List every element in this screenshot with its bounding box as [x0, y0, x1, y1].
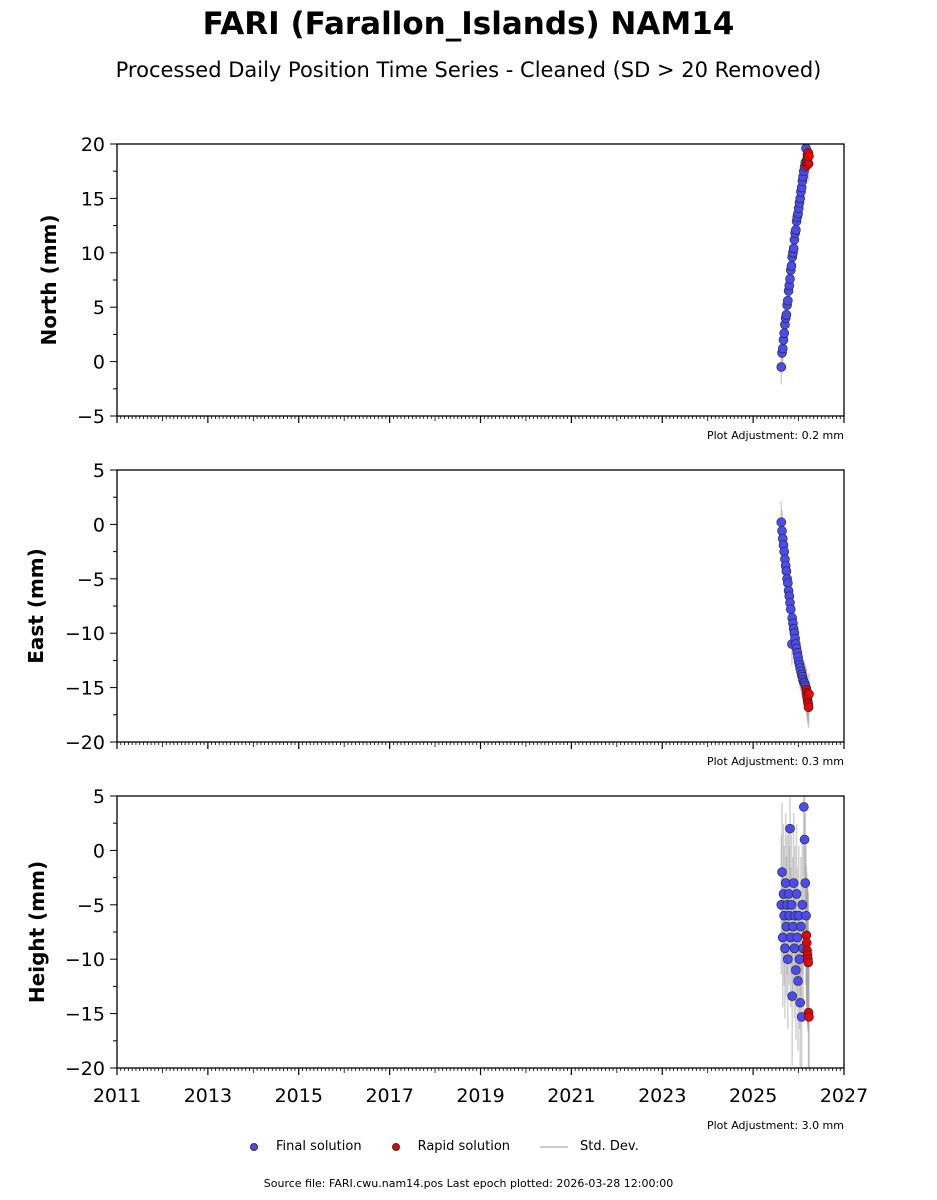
- east-adjustment: Plot Adjustment: 0.3 mm: [706, 755, 844, 768]
- y-tick-label: 0: [93, 352, 105, 374]
- rapid-point: [803, 957, 813, 968]
- y-tick-label: 0: [93, 840, 105, 862]
- x-tick-label: 2013: [184, 1085, 232, 1107]
- x-tick-label: 2019: [456, 1085, 504, 1107]
- rapid-point: [804, 689, 814, 699]
- x-tick-label: 2025: [729, 1085, 777, 1107]
- y-tick-label: 20: [81, 134, 105, 156]
- y-tick-label: 5: [93, 786, 105, 808]
- y-tick-label: −15: [65, 1004, 105, 1026]
- rapid-point: [804, 1012, 814, 1022]
- final-point: [777, 867, 787, 877]
- final-point: [785, 604, 796, 615]
- final-point: [795, 997, 805, 1008]
- legend-sd-label: Std. Dev.: [580, 1139, 639, 1154]
- y-tick-label: 15: [81, 188, 105, 210]
- final-point: [788, 921, 798, 932]
- final-point: [799, 802, 809, 812]
- final-point: [793, 976, 803, 986]
- y-tick-label: 5: [93, 460, 105, 482]
- y-tick-label: 0: [93, 514, 105, 536]
- final-point: [786, 899, 797, 910]
- x-tick-label: 2021: [547, 1085, 595, 1107]
- rapid-point: [803, 702, 814, 712]
- legend-sd: Std. Dev.: [540, 1139, 639, 1154]
- y-tick-label: −5: [77, 569, 105, 591]
- source-note: Source file: FARI.cwu.nam14.pos Last epo…: [263, 1177, 674, 1190]
- final-point: [780, 943, 790, 954]
- final-point: [787, 991, 798, 1001]
- final-point: [780, 878, 791, 888]
- final-point: [777, 343, 788, 354]
- panel-1: −20 −15 −10 −5 0 5 East (mm): [24, 460, 845, 754]
- rapid-marker-icon: [391, 1142, 400, 1151]
- chart-subtitle: Processed Daily Position Time Series - C…: [115, 58, 822, 82]
- legend-rapid-label: Rapid solution: [417, 1139, 511, 1154]
- final-point: [801, 910, 811, 921]
- y-tick-label: 5: [93, 297, 105, 319]
- y-tick-label: −5: [77, 406, 105, 428]
- final-point: [791, 889, 802, 899]
- final-point: [791, 965, 801, 975]
- north-adjustment: Plot Adjustment: 0.2 mm: [706, 429, 844, 442]
- y-tick-label: −5: [77, 895, 105, 917]
- final-point: [797, 899, 808, 910]
- final-point: [781, 310, 792, 320]
- final-point: [791, 225, 801, 235]
- y-axis-label: North (mm): [37, 214, 61, 345]
- y-tick-label: −10: [65, 623, 105, 645]
- chart-title: FARI (Farallon_Islands) NAM14: [202, 6, 735, 42]
- y-tick-label: −15: [65, 678, 105, 700]
- plot-frame: [116, 469, 845, 743]
- final-point: [796, 921, 806, 932]
- final-point: [788, 243, 799, 254]
- panel-2: 2011 2013 2015 2017 2019 2021 2023 2025 2027 −20 −…: [25, 786, 868, 1107]
- final-point: [783, 954, 793, 965]
- final-point: [794, 954, 805, 965]
- plot-frame: [116, 795, 845, 1069]
- y-axis-label: Height (mm): [25, 861, 49, 1003]
- y-axis-label: East (mm): [24, 548, 48, 664]
- final-point: [776, 362, 787, 372]
- x-tick-label: 2023: [638, 1085, 686, 1107]
- final-point: [786, 261, 797, 271]
- final-point: [792, 932, 803, 943]
- sd-line-icon: [540, 1145, 569, 1148]
- y-tick-label: −10: [65, 949, 105, 971]
- legend-rapid: Rapid solution: [391, 1139, 511, 1154]
- final-point: [788, 878, 799, 888]
- final-point: [785, 274, 795, 284]
- final-point: [783, 295, 793, 306]
- final-point: [779, 328, 790, 339]
- final-point: [777, 932, 788, 943]
- y-tick-label: −20: [65, 1058, 105, 1080]
- y-tick-label: 10: [81, 243, 105, 265]
- final-point: [776, 517, 787, 528]
- legend-final-label: Final solution: [276, 1139, 362, 1154]
- legend: Final solution Rapid solution Std. Dev.: [250, 1139, 669, 1154]
- final-marker-icon: [250, 1142, 258, 1151]
- final-point: [800, 878, 811, 888]
- final-point: [783, 889, 794, 899]
- panel-0: −5 0 5 10 15 20 North (mm): [37, 134, 845, 428]
- x-tick-label: 2011: [93, 1085, 141, 1107]
- plot-frame: [116, 143, 845, 417]
- x-tick-label: 2017: [365, 1085, 413, 1107]
- x-tick-label: 2015: [275, 1085, 323, 1107]
- final-point: [789, 943, 800, 954]
- x-tick-label: 2027: [820, 1085, 868, 1107]
- rapid-point: [804, 151, 814, 161]
- y-tick-label: −20: [65, 732, 105, 754]
- final-point: [785, 823, 795, 834]
- legend-final: Final solution: [250, 1139, 362, 1154]
- final-point: [799, 834, 810, 845]
- height-adjustment: Plot Adjustment: 3.0 mm: [706, 1119, 844, 1132]
